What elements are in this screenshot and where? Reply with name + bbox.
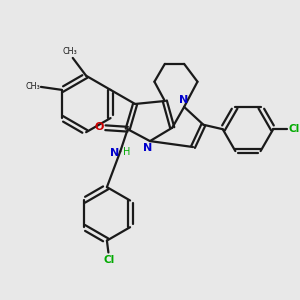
Text: Cl: Cl <box>104 255 115 265</box>
Text: CH₃: CH₃ <box>25 82 40 91</box>
Text: N: N <box>179 95 189 105</box>
Text: N: N <box>110 148 120 158</box>
Text: Cl: Cl <box>289 124 300 134</box>
Text: H: H <box>123 147 130 158</box>
Text: N: N <box>143 142 152 153</box>
Text: CH₃: CH₃ <box>62 47 77 56</box>
Text: O: O <box>94 122 104 132</box>
